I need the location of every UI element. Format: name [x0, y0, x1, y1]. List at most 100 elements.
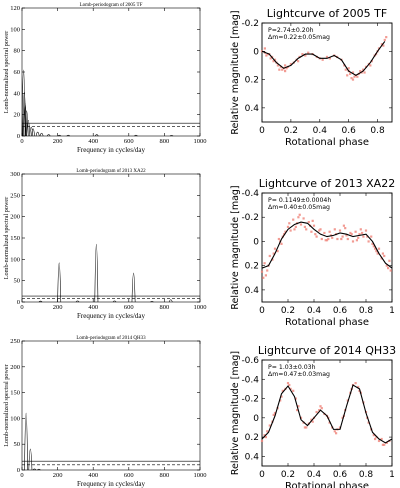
data-point — [281, 389, 284, 392]
y-tick-label: -0.2 — [241, 213, 259, 223]
data-point — [294, 225, 297, 229]
y-tick-label: 80 — [14, 48, 21, 55]
data-point — [302, 217, 305, 220]
x-tick-label: 800 — [160, 304, 170, 311]
data-point — [340, 237, 343, 241]
data-point — [371, 242, 374, 245]
periodogram-peak — [66, 134, 71, 137]
x-tick-label: 0 — [20, 304, 23, 311]
data-point — [359, 228, 362, 231]
data-point — [273, 247, 277, 250]
data-point — [310, 418, 313, 421]
data-point — [276, 64, 279, 67]
chart-title: Lomb-periodogram of 2005 TF — [80, 3, 143, 8]
chart-panel-5: 0 0.2 0.4 0.6 0.8 1 -0.6 -0.4 -0.2 0 0.2 0.4 Lightcu… — [230, 344, 396, 488]
annotation-text: Δm=0.47±0.03mag — [268, 371, 330, 378]
y-tick-label: 120 — [10, 5, 20, 12]
y-axis-label: Relative magnitude [mag] — [230, 351, 241, 475]
x-axis-label: Frequency in cycles/day — [77, 312, 146, 320]
data-point — [303, 426, 306, 429]
data-point — [383, 443, 386, 446]
data-point — [260, 270, 264, 273]
data-point — [324, 239, 327, 242]
periodogram-peak — [75, 300, 80, 303]
y-tick-label: -0.4 — [241, 189, 259, 199]
data-point — [351, 71, 355, 74]
data-point — [307, 51, 310, 54]
data-point — [278, 68, 281, 71]
periodogram-peak — [28, 448, 33, 471]
data-point — [380, 437, 383, 441]
y-tick-label: 300 — [10, 171, 20, 178]
chart-title: Lightcurve of 2005 TF — [267, 7, 387, 20]
chart-panel-4: 0 200 400 600 800 1000 0 50 100 150 200 250 Lomb-per… — [3, 336, 207, 488]
data-point — [263, 262, 266, 265]
data-point — [271, 258, 274, 261]
data-point — [351, 78, 355, 81]
fit-curve — [261, 41, 386, 76]
x-tick-label: 1000 — [194, 138, 207, 145]
plot-frame — [21, 173, 201, 303]
periodogram-peak — [31, 128, 35, 137]
y-tick-label: 0.4 — [245, 286, 260, 296]
data-point — [350, 233, 353, 236]
x-tick-label: 400 — [88, 472, 98, 479]
data-point — [328, 421, 331, 424]
data-point — [372, 245, 375, 248]
data-point — [323, 231, 326, 235]
data-point — [367, 240, 370, 243]
data-point — [349, 231, 352, 235]
chart-panel-0: 0 200 400 600 800 1000 0 20 40 60 80 100 120 Lomb-per… — [3, 3, 207, 154]
y-tick-label: 0 — [253, 47, 259, 57]
data-point — [297, 216, 300, 219]
periodogram-peak — [94, 244, 99, 303]
data-point — [265, 54, 268, 57]
y-tick-label: 0 — [253, 414, 259, 424]
annotation-text: P=2.74±0.20h — [268, 27, 314, 34]
data-point — [314, 233, 317, 236]
data-point — [355, 239, 358, 242]
y-tick-label: 20 — [14, 112, 21, 119]
data-point — [341, 416, 344, 419]
x-axis-label: Rotational phase — [285, 317, 369, 328]
data-point — [288, 383, 291, 387]
data-point — [344, 68, 347, 71]
y-tick-label: 40 — [14, 90, 21, 97]
data-point — [328, 57, 331, 60]
data-point — [286, 225, 290, 229]
data-point — [294, 397, 297, 400]
x-tick-label: 0.6 — [333, 306, 348, 316]
data-point — [333, 430, 336, 433]
data-point — [366, 235, 369, 238]
x-tick-label: 600 — [124, 304, 134, 311]
data-point — [284, 64, 287, 67]
data-point — [284, 230, 287, 233]
data-point — [353, 75, 356, 78]
annotation-text: P= 1.03±0.03h — [268, 364, 316, 371]
y-tick-label: 0.2 — [245, 76, 259, 86]
data-point — [375, 250, 378, 253]
fit-curve — [261, 221, 393, 269]
data-point — [292, 389, 295, 392]
data-point — [311, 219, 314, 222]
y-tick-label: 0 — [17, 299, 20, 306]
x-tick-label: 0 — [259, 126, 265, 136]
x-tick-label: 0.8 — [370, 126, 385, 136]
periodogram-peak — [32, 468, 37, 471]
data-point — [312, 224, 316, 227]
data-point — [284, 69, 287, 73]
y-tick-label: -0.2 — [241, 19, 259, 29]
data-point — [272, 60, 275, 63]
data-point — [354, 382, 357, 385]
x-tick-label: 0 — [259, 470, 265, 480]
data-point — [381, 252, 384, 255]
data-point — [288, 222, 291, 225]
data-point — [305, 426, 308, 429]
x-axis-label: Rotational phase — [285, 481, 369, 488]
data-point — [338, 229, 342, 232]
data-point — [363, 71, 366, 74]
y-tick-label: 0 — [253, 237, 259, 247]
x-tick-label: 1000 — [194, 304, 207, 311]
data-point — [347, 67, 350, 70]
data-point — [331, 236, 334, 239]
